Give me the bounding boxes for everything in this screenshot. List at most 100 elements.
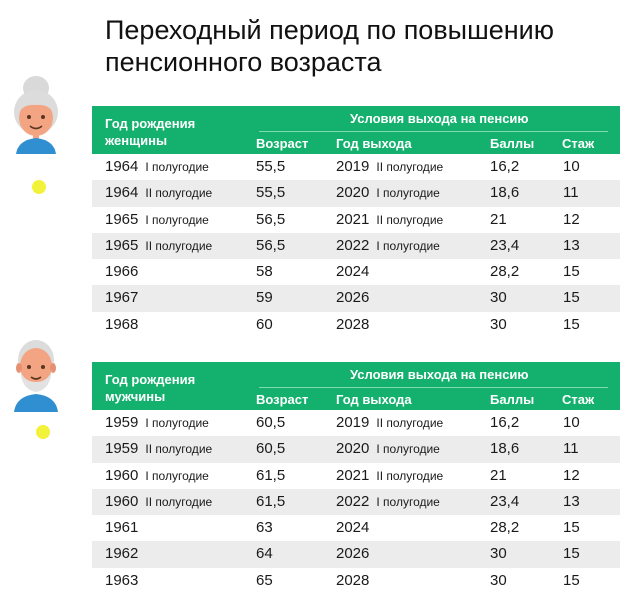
cell-points: 18,6	[490, 184, 520, 202]
header-age: Возраст	[256, 136, 309, 151]
cell-exit-year: 2026	[336, 545, 376, 562]
table-row: 1963 65 2028 30 15	[92, 568, 620, 594]
cell-exit-year: 2026	[336, 289, 376, 306]
table-row: 1964 II полугодие 55,5 2020 I полугодие 18,6 1…	[92, 180, 620, 207]
table-row: 1960 I полугодие 61,5 2021 II полугодие 21 12	[92, 463, 620, 489]
elderly-woman-icon	[14, 76, 58, 154]
cell-exit-year: 2021 II полугодие	[336, 467, 443, 484]
birth-year: 1961	[105, 519, 139, 537]
cell-age: 65	[256, 571, 273, 589]
cell-exit-year: 2024	[336, 519, 376, 536]
birth-year: 1965	[105, 210, 139, 228]
exit-year: 2021	[336, 466, 370, 484]
cell-points: 21	[490, 466, 507, 484]
cell-birth: 1960 I полугодие	[105, 467, 209, 484]
table-row: 1964 I полугодие 55,5 2019 II полугодие 16,2 1…	[92, 154, 620, 180]
cell-birth: 1963	[105, 572, 145, 589]
birth-year: 1964	[105, 158, 139, 175]
women-table: Год рождения женщины Условия выхода на п…	[92, 106, 620, 338]
cell-birth: 1962	[105, 545, 145, 562]
header-divider	[259, 131, 608, 132]
birth-year: 1959	[105, 414, 139, 431]
cell-points: 16,2	[490, 158, 520, 175]
cell-experience: 15	[563, 289, 580, 307]
header-retirement-conditions: Условия выхода на пенсию	[350, 111, 529, 126]
cell-points: 30	[490, 289, 507, 307]
cell-age: 60,5	[256, 414, 286, 431]
birth-half-year: I полугодие	[145, 416, 209, 430]
birth-year: 1966	[105, 263, 139, 281]
cell-experience: 11	[563, 440, 579, 458]
cell-experience: 10	[563, 158, 580, 175]
table-body: 1959 I полугодие 60,5 2019 II полугодие 16,2 1…	[92, 410, 620, 594]
birth-year: 1964	[105, 184, 139, 202]
exit-half-year: I полугодие	[376, 442, 440, 457]
birth-half-year: II полугодие	[145, 238, 213, 253]
cell-exit-year: 2019 II полугодие	[336, 414, 443, 431]
cell-age: 61,5	[256, 492, 286, 510]
table-row: 1968 60 2028 30 15	[92, 312, 620, 338]
birth-half-year: I полугодие	[145, 160, 209, 174]
exit-year: 2026	[336, 289, 370, 307]
cell-experience: 11	[563, 184, 579, 202]
cell-exit-year: 2021 II полугодие	[336, 211, 443, 228]
header-experience: Стаж	[562, 136, 595, 151]
cell-experience: 13	[563, 236, 580, 254]
table-row: 1961 63 2024 28,2 15	[92, 515, 620, 541]
table-body: 1964 I полугодие 55,5 2019 II полугодие 16,2 1…	[92, 154, 620, 338]
exit-year: 2028	[336, 571, 370, 589]
header-experience: Стаж	[562, 392, 595, 407]
cell-experience: 12	[563, 210, 580, 228]
exit-year: 2019	[336, 158, 370, 175]
cell-experience: 10	[563, 414, 580, 431]
birth-half-year: II полугодие	[145, 186, 213, 201]
birth-half-year: I полугодие	[145, 468, 209, 483]
cell-age: 59	[256, 289, 273, 307]
exit-year: 2020	[336, 440, 370, 458]
table-header: Год рождения мужчины Условия выхода на п…	[92, 362, 620, 410]
header-age: Возраст	[256, 392, 309, 407]
cell-birth: 1960 II полугодие	[105, 493, 212, 510]
cell-points: 21	[490, 210, 507, 228]
table-row: 1965 II полугодие 56,5 2022 I полугодие 23,4 1…	[92, 232, 620, 260]
cell-birth: 1965 II полугодие	[105, 237, 212, 254]
exit-half-year: II полугодие	[376, 468, 444, 483]
table-header: Год рождения женщины Условия выхода на п…	[92, 106, 620, 154]
cell-age: 55,5	[256, 184, 286, 202]
cell-points: 16,2	[490, 414, 520, 431]
cell-experience: 15	[563, 315, 580, 333]
cell-points: 23,4	[490, 236, 520, 254]
header-points: Баллы	[490, 136, 535, 151]
cell-age: 56,5	[256, 210, 286, 228]
exit-half-year: II полугодие	[376, 212, 444, 227]
table-row: 1962 64 2026 30 15	[92, 541, 620, 568]
exit-year: 2022	[336, 236, 370, 254]
cell-points: 30	[490, 545, 507, 563]
header-exit-year: Год выхода	[336, 136, 412, 151]
cell-exit-year: 2022 I полугодие	[336, 493, 440, 510]
birth-year: 1960	[105, 466, 139, 484]
men-table: Год рождения мужчины Условия выхода на п…	[92, 362, 620, 594]
table-row: 1966 58 2024 28,2 15	[92, 259, 620, 285]
cell-points: 18,6	[490, 440, 520, 458]
birth-half-year: I полугодие	[145, 212, 209, 227]
birth-year: 1963	[105, 571, 139, 589]
cell-birth: 1967	[105, 289, 145, 306]
title-line-1: Переходный период по повышению	[105, 15, 554, 45]
cell-exit-year: 2024	[336, 263, 376, 280]
cell-age: 56,5	[256, 236, 286, 254]
exit-year: 2028	[336, 315, 370, 333]
birth-year: 1968	[105, 315, 139, 333]
cell-points: 28,2	[490, 263, 520, 281]
table-row: 1965 I полугодие 56,5 2021 II полугодие 21 12	[92, 207, 620, 233]
cell-exit-year: 2028	[336, 572, 376, 589]
cell-points: 23,4	[490, 492, 520, 510]
cell-birth: 1961	[105, 519, 145, 536]
exit-year: 2022	[336, 492, 370, 510]
cell-experience: 15	[563, 263, 580, 281]
exit-year: 2024	[336, 263, 370, 281]
cell-experience: 15	[563, 571, 580, 589]
cell-points: 30	[490, 571, 507, 589]
exit-half-year: II полугодие	[376, 416, 444, 430]
birth-year: 1960	[105, 492, 139, 510]
